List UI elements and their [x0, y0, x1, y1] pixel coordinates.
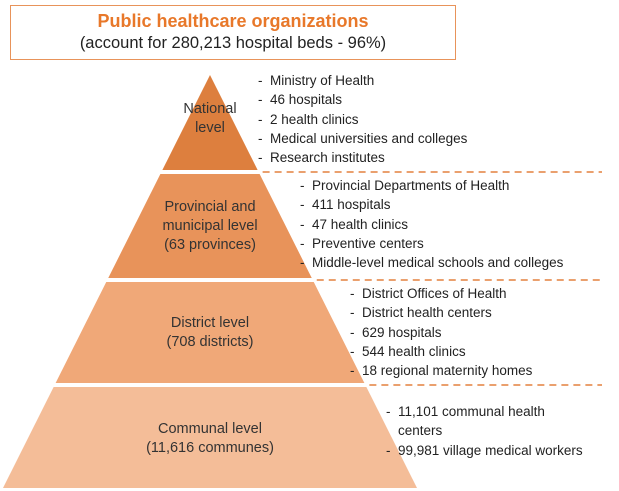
item: 544 health clinics — [350, 342, 532, 361]
item: Middle-level medical schools and college… — [300, 253, 563, 272]
label-line: (708 districts) — [166, 334, 254, 350]
item: 99,981 village medical workers — [386, 441, 586, 460]
item: Medical universities and colleges — [258, 129, 467, 148]
item: 2 health clinics — [258, 110, 467, 129]
label-line: National — [183, 101, 237, 117]
label-line: municipal level — [162, 218, 258, 234]
item: Provincial Departments of Health — [300, 176, 563, 195]
label-line: Communal level — [158, 421, 262, 437]
item-list: 11,101 communal health centers99,981 vil… — [386, 402, 586, 460]
item: District health centers — [350, 303, 532, 322]
label-line: District level — [170, 315, 250, 331]
header-title: Public healthcare organizations — [97, 11, 369, 31]
level-label: Communal level (11,616 communes) — [100, 420, 320, 458]
label-line: (11,616 communes) — [146, 440, 274, 456]
item-list: Provincial Departments of Health411 hosp… — [300, 176, 563, 272]
item-list: District Offices of HealthDistrict healt… — [350, 284, 532, 380]
tier — [55, 282, 365, 383]
item: 411 hospitals — [300, 195, 563, 214]
label-line: (63 provinces) — [164, 237, 256, 253]
item-list: Ministry of Health46 hospitals2 health c… — [258, 71, 467, 167]
item: 18 regional maternity homes — [350, 361, 532, 380]
tier — [162, 75, 258, 170]
item: 46 hospitals — [258, 90, 467, 109]
label-line: Provincial and — [164, 199, 256, 215]
level-label: National level — [100, 100, 320, 138]
tier — [3, 387, 417, 488]
item: Ministry of Health — [258, 71, 467, 90]
item: Research institutes — [258, 148, 467, 167]
level-label: Provincial and municipal level (63 provinc… — [100, 198, 320, 255]
label-line: level — [195, 120, 225, 136]
tier — [108, 174, 312, 278]
item: 47 health clinics — [300, 215, 563, 234]
level-label: District level (708 districts) — [100, 314, 320, 352]
header-box: Public healthcare organizations (account… — [10, 5, 456, 60]
item: Preventive centers — [300, 234, 563, 253]
item: 11,101 communal health centers — [386, 402, 586, 441]
header-subtitle: (account for 280,213 hospital beds - 96%… — [79, 34, 387, 52]
item: 629 hospitals — [350, 323, 532, 342]
item: District Offices of Health — [350, 284, 532, 303]
